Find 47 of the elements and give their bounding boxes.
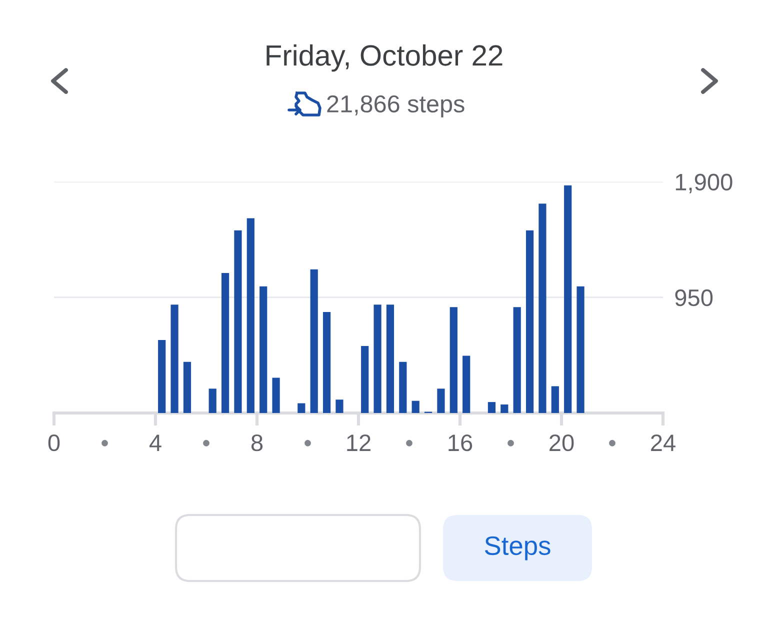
- bar: [158, 340, 166, 413]
- chart-title: Friday, October 22: [266, 44, 502, 72]
- bar: [234, 230, 242, 413]
- y-tick-label: 950: [675, 289, 713, 306]
- bar: [450, 307, 458, 413]
- x-tick-label: 24: [651, 434, 676, 451]
- bar: [208, 388, 216, 413]
- x-tick-label: 20: [550, 434, 574, 452]
- bar: [221, 273, 230, 413]
- bar: [564, 185, 572, 413]
- bar: [538, 204, 546, 413]
- bar: [462, 356, 470, 413]
- bar: [526, 230, 534, 413]
- x-tick-label: •: [102, 440, 108, 446]
- bar: [576, 286, 584, 413]
- bar: [336, 400, 344, 413]
- text: Steps: [484, 536, 550, 560]
- bar: [322, 312, 331, 413]
- bar: [272, 378, 280, 413]
- x-tick-label: •: [203, 440, 210, 446]
- chart-subtitle: 21,866 steps: [327, 95, 464, 118]
- bar: [488, 402, 496, 413]
- bar: [310, 269, 318, 413]
- bar: [412, 400, 420, 413]
- bar: [386, 304, 394, 413]
- x-tick-label: •: [406, 440, 412, 446]
- bar: [437, 388, 445, 413]
- bar: [551, 386, 559, 413]
- x-tick-label: 8: [251, 434, 263, 452]
- x-tick-label: 0: [48, 434, 60, 452]
- bar: [298, 403, 306, 413]
- bar: [500, 404, 508, 413]
- bar: [374, 304, 382, 413]
- y-tick-label: 1,900: [676, 174, 732, 194]
- bar: [170, 304, 178, 413]
- x-tick-label: •: [609, 440, 616, 446]
- bar: [260, 286, 268, 413]
- x-tick-label: •: [508, 440, 514, 446]
- bar: [513, 307, 521, 413]
- bar: [361, 346, 369, 413]
- bar: [183, 362, 192, 413]
- x-tick-label: •: [304, 440, 311, 446]
- x-tick-label: 12: [347, 434, 370, 451]
- bar: [399, 362, 407, 413]
- x-tick-label: 16: [448, 434, 472, 452]
- x-tick-label: 4: [149, 434, 162, 451]
- bar: [246, 218, 254, 413]
